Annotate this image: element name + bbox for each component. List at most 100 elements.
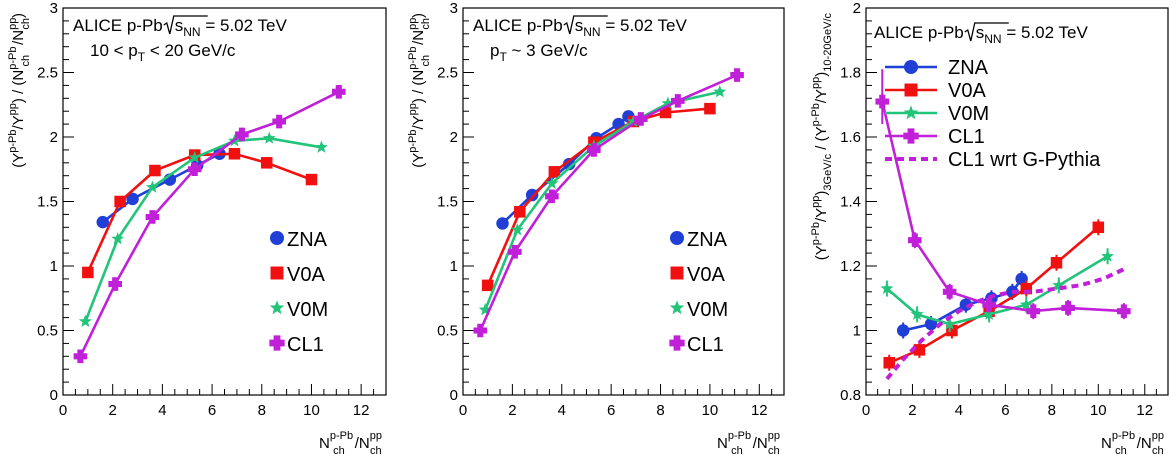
data-point [1020,282,1033,295]
y-axis-label: (Yp-Pb/Ypp) / (Np-Pbch/Nppch) [7,13,32,168]
sqrt-expression: sNN = 5.02 TeV [175,16,288,39]
data-point [235,127,249,142]
data-point [924,317,938,331]
data-point [111,232,125,245]
x-tick-label: 8 [1048,402,1056,419]
data-point [473,323,488,338]
data-point [943,317,957,330]
y-tick-label: 1 [853,323,861,340]
data-point [896,324,910,337]
series-cl1-wrt-g-pythia [885,267,1125,381]
data-point [272,114,286,129]
x-tick-label: 0 [459,402,467,419]
sqrt-sign [563,15,608,35]
annotation-line-2: pT ~ 3 GeV/c [490,41,588,64]
data-point [262,131,276,144]
series-v0m [880,248,1115,333]
y-tick-label: 1.8 [840,65,861,82]
y-tick-label: 0.8 [840,387,861,404]
series-zna [896,270,1028,339]
data-point [704,102,716,115]
legend-label-zna: ZNA [687,229,728,251]
data-point [314,140,328,153]
legend-marker [669,230,685,246]
y-axis-label: (Yp-Pb/Ypp)3GeV/c / (Yp-Pb/Ypp)10-20GeV/… [810,13,834,261]
series-line [479,73,738,332]
legend-label-v0m: V0M [287,299,328,321]
x-tick-label: 10 [1090,402,1107,419]
y-tick-label: 0 [50,387,58,404]
y-tick-label: 1 [450,258,458,275]
y-tick-label: 1.5 [37,194,58,211]
data-point [260,157,273,169]
y-tick-label: 2 [853,0,861,17]
x-tick-label: 4 [158,402,166,419]
legend-label-cl1: CL1 [287,334,324,356]
annotation-line-1: ALICE p-Pb [73,16,163,35]
data-point [659,106,672,119]
legend-label-v0m: V0M [687,299,728,321]
data-point [228,148,241,160]
legend-label-v0a: V0A [687,264,725,286]
legend: ZNA V0A V0M CL1 [269,229,328,356]
y-tick-label: 3 [50,0,58,17]
y-tick-label: 1.2 [840,258,861,275]
data-point [1061,301,1075,315]
plot-frame [462,7,785,396]
y-tick-label: 2 [50,129,58,146]
x-tick-label: 2 [908,402,916,419]
data-point [942,285,957,299]
data-point [982,297,996,312]
legend-label-zna: ZNA [948,57,989,79]
legend-marker [269,335,285,351]
y-tick-label: 2.5 [437,65,458,82]
series-v0a [481,102,716,292]
panel-middle: 0 2 4 6 8 10 12 0 0.5 1 1.5 2 2.5 3 ZNA V0A V0M CL1 ALICE … [407,0,785,457]
data-point [713,85,727,98]
x-tick-label: 12 [751,402,768,419]
y-axis-label: (Yp-Pb/Ypp) / (Np-Pbch/Nppch) [407,13,432,168]
data-point [880,281,894,295]
legend-marker [669,335,685,351]
data-point [545,189,559,204]
y-tick-label: 0 [450,387,458,404]
sqrt-expression: sNN = 5.02 TeV [575,16,688,39]
sqrt-expression: sNN = 5.02 TeV [976,23,1089,46]
data-point [661,96,675,109]
legend: ZNA V0A V0M CL1 [669,229,728,356]
data-point [671,94,685,108]
x-axis-label: Np-Pb ch/Npp ch [717,430,780,457]
y-tick-label: 1 [50,258,58,275]
data-point [108,277,122,291]
x-tick-label: 0 [862,402,870,419]
data-point [1101,249,1115,262]
x-tick-label: 6 [1001,402,1009,419]
data-point [525,188,539,202]
data-point [883,356,895,369]
data-point [562,157,576,171]
data-point [907,233,922,247]
annotation-line-2: 10 < pT < 20 GeV/c [90,41,236,64]
data-point [1019,297,1033,311]
panel-left: 0 2 4 6 8 10 12 0 0.5 1 1.5 2 2.5 3 ZNA V0A V0M CL1 ALICE … [7,0,387,457]
y-tick-label: 1.6 [840,129,861,146]
data-point [626,114,640,128]
data-point [114,195,126,208]
legend-label-cl1: CL1 [948,126,985,148]
y-tick-label: 0.5 [437,323,458,340]
legend-label-cl1-wrt-g-pythia: CL1 wrt G-Pythia [948,149,1101,171]
data-point [587,143,601,157]
legend-marker [670,266,684,280]
data-point [913,344,926,356]
data-point [331,85,346,99]
data-point [730,68,744,82]
x-tick-label: 8 [656,402,664,419]
x-axis-label: Np-Pb ch/Npp ch [319,430,382,457]
data-point [548,166,561,178]
data-point [510,223,524,236]
data-point [188,150,202,164]
data-point [145,180,159,193]
series-line [84,136,322,322]
data-point [910,307,924,320]
